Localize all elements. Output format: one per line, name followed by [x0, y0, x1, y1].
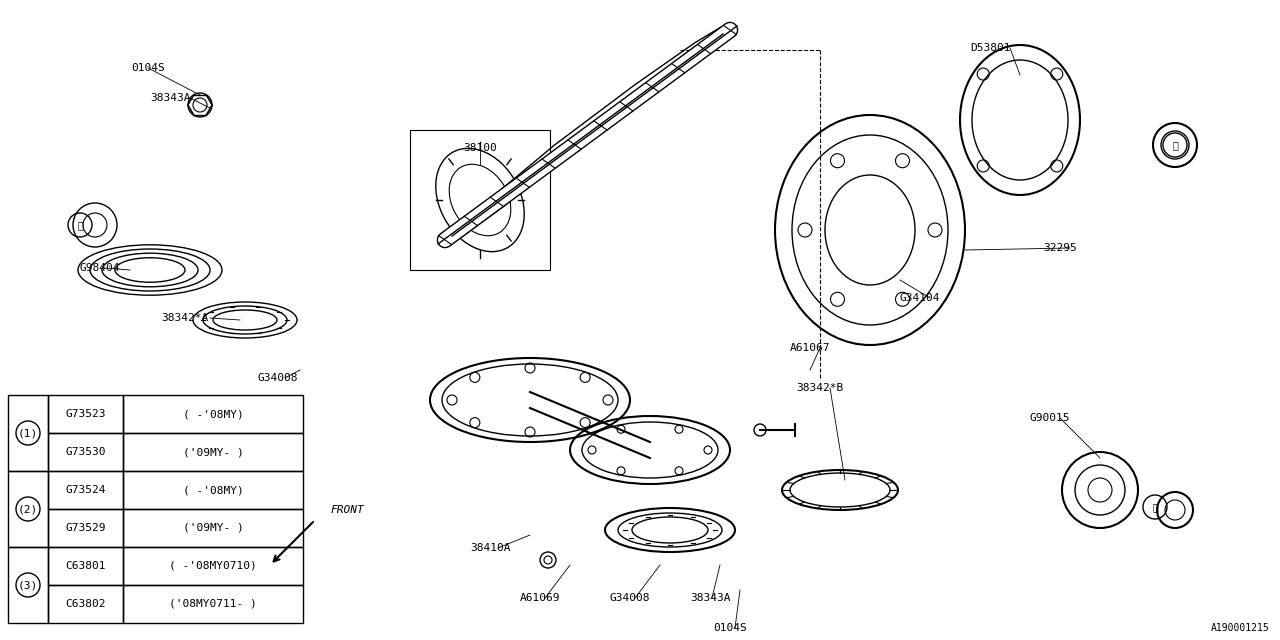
Text: FRONT: FRONT: [330, 505, 364, 515]
Text: ③: ③: [1172, 140, 1178, 150]
Text: 38342*B: 38342*B: [796, 383, 844, 393]
Text: 38100: 38100: [463, 143, 497, 153]
Text: ( -'08MY0710): ( -'08MY0710): [169, 561, 257, 571]
Bar: [49, 395, 123, 433]
Text: 0104S: 0104S: [131, 63, 165, 73]
Text: ①: ①: [77, 220, 83, 230]
Bar: [8, 547, 49, 623]
Text: G73530: G73530: [65, 447, 106, 457]
Text: ( -'08MY): ( -'08MY): [183, 485, 243, 495]
Text: G34104: G34104: [900, 293, 941, 303]
Text: A190001215: A190001215: [1211, 623, 1270, 633]
Text: A61067: A61067: [790, 343, 831, 353]
Bar: [123, 433, 303, 471]
Text: 32295: 32295: [1043, 243, 1076, 253]
Bar: [49, 471, 123, 509]
Text: G98404: G98404: [79, 263, 120, 273]
Text: ( -'08MY): ( -'08MY): [183, 409, 243, 419]
Text: C63802: C63802: [65, 599, 106, 609]
Text: 38343A: 38343A: [150, 93, 191, 103]
Text: G73529: G73529: [65, 523, 106, 533]
Text: ('09MY- ): ('09MY- ): [183, 523, 243, 533]
Text: ('09MY- ): ('09MY- ): [183, 447, 243, 457]
Text: D53801: D53801: [970, 43, 1010, 53]
Bar: [410, 130, 550, 270]
Bar: [123, 547, 303, 585]
Text: ('08MY0711- ): ('08MY0711- ): [169, 599, 257, 609]
Bar: [49, 433, 123, 471]
Text: 38342*A: 38342*A: [161, 313, 209, 323]
Text: ②: ②: [1152, 502, 1158, 512]
Text: 38343A: 38343A: [690, 593, 731, 603]
Bar: [123, 585, 303, 623]
Bar: [123, 509, 303, 547]
Bar: [123, 395, 303, 433]
Text: G34008: G34008: [609, 593, 650, 603]
Bar: [8, 395, 49, 471]
Bar: [49, 585, 123, 623]
Text: (3): (3): [18, 580, 38, 590]
Text: 0104S: 0104S: [713, 623, 746, 633]
Bar: [8, 471, 49, 547]
Text: 38410A: 38410A: [470, 543, 511, 553]
Bar: [49, 547, 123, 585]
Bar: [49, 509, 123, 547]
Text: G73523: G73523: [65, 409, 106, 419]
Text: (2): (2): [18, 504, 38, 514]
Text: A61069: A61069: [520, 593, 561, 603]
Text: G34008: G34008: [257, 373, 298, 383]
Text: C63801: C63801: [65, 561, 106, 571]
Bar: [123, 471, 303, 509]
Text: G73524: G73524: [65, 485, 106, 495]
Text: G90015: G90015: [1029, 413, 1070, 423]
Text: (1): (1): [18, 428, 38, 438]
